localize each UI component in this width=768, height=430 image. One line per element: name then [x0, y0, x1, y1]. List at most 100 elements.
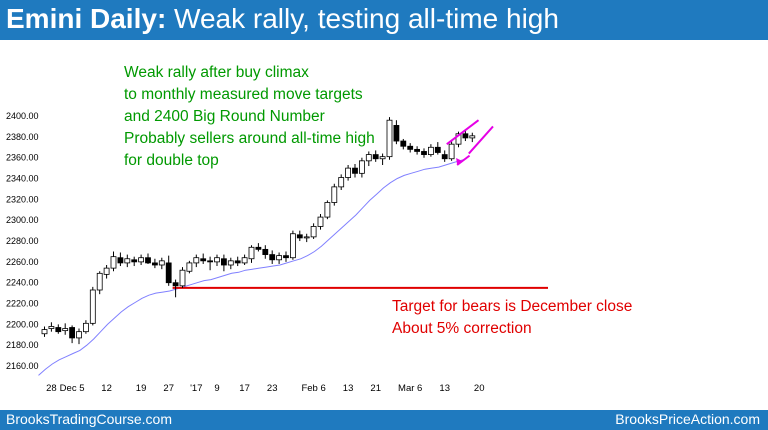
candle-body [310, 226, 317, 238]
candle-body [386, 119, 393, 158]
candle-body [407, 145, 414, 150]
x-tick-label: 20 [474, 383, 485, 394]
candle-body [55, 327, 62, 333]
x-tick-label: Mar 6 [398, 383, 422, 394]
candle-body [441, 154, 448, 160]
candle-body [83, 322, 89, 333]
candle-body [62, 328, 69, 332]
y-tick-label: 2240.00 [6, 278, 39, 288]
moving-average-line [38, 158, 467, 376]
x-tick-label: Dec 5 [60, 383, 85, 394]
candle-body [103, 267, 110, 275]
y-tick-label: 2400.00 [6, 111, 39, 121]
x-tick-label: 23 [267, 383, 278, 394]
candle-body [352, 167, 358, 174]
candle-body [393, 125, 400, 142]
candle-body [241, 257, 248, 264]
page-title: Emini Daily: Weak rally, testing all-tim… [6, 3, 559, 35]
candle-body [41, 329, 48, 335]
candle-body [269, 254, 276, 261]
candle-body [379, 156, 386, 160]
y-tick-label: 2320.00 [6, 194, 39, 204]
title-bold: Emini Daily: [6, 3, 167, 34]
candle-body [76, 331, 82, 339]
x-tick-label: Feb 6 [301, 383, 325, 394]
x-tick-label: 17 [239, 383, 250, 394]
candle-body [179, 269, 186, 287]
candle-body [117, 257, 124, 264]
candle-body [358, 160, 365, 174]
green-annotation-line-4: Probably sellers around all-time high [124, 130, 375, 147]
candle-body [255, 246, 262, 250]
candle-body [186, 262, 193, 272]
candle-body [262, 248, 269, 255]
y-tick-label: 2340.00 [6, 174, 39, 184]
candle-body [234, 260, 241, 264]
candle-body [345, 167, 352, 178]
candle-body [296, 234, 303, 239]
candle-body [207, 260, 214, 263]
y-tick-label: 2260.00 [6, 257, 39, 267]
candle-body [227, 260, 234, 266]
title-rest: Weak rally, testing all-time high [166, 3, 559, 34]
candle-body [89, 289, 96, 324]
x-tick-label: 28 [46, 383, 57, 394]
green-annotation-line-1: Weak rally after buy climax [124, 64, 309, 81]
candle-body [303, 236, 310, 239]
wedge-trend-line [446, 119, 480, 145]
candle-body [421, 151, 427, 155]
candle-body [331, 186, 338, 203]
candle-body [283, 255, 289, 259]
candle-body [96, 272, 103, 291]
y-tick-label: 2280.00 [6, 236, 39, 246]
green-annotation-line-5: for double top [124, 152, 219, 169]
x-tick-label: 27 [163, 383, 174, 394]
candle-body [414, 148, 421, 152]
candle-body [372, 154, 379, 160]
candle-body [172, 282, 179, 287]
wedge-arrow-line [456, 154, 471, 166]
candle-body [455, 133, 462, 145]
candlestick-chart: 2160.00 2180.00 2200.00 2220.00 2240.00 2260.… [6, 111, 548, 394]
y-tick-label: 2160.00 [6, 361, 39, 371]
y-tick-label: 2220.00 [6, 299, 39, 309]
green-annotation: Weak rally after buy climax to monthly m… [124, 62, 375, 172]
green-annotation-line-2: to monthly measured move targets [124, 86, 363, 103]
x-tick-label: 13 [343, 383, 354, 394]
candle-body [324, 202, 331, 218]
candle-body [289, 233, 296, 259]
y-tick-label: 2380.00 [6, 132, 39, 142]
candle-body [200, 258, 207, 262]
red-annotation-line-2: About 5% correction [392, 320, 532, 337]
candle-body [158, 260, 165, 266]
candle-body [469, 135, 476, 139]
candle-body [448, 143, 455, 160]
candle-body [131, 259, 138, 263]
x-tick-label: 9 [214, 383, 219, 394]
footer-right-link[interactable]: BrooksPriceAction.com [615, 411, 760, 427]
candle-body [434, 146, 441, 153]
wedge-trend-line [468, 125, 494, 155]
candle-body [165, 262, 172, 284]
footer-bar: BrooksTradingCourse.com BrooksPriceActio… [0, 410, 768, 430]
candle-body [110, 256, 117, 269]
y-tick-label: 2180.00 [6, 340, 39, 350]
candle-body [317, 216, 324, 227]
x-tick-label: '17 [190, 383, 202, 394]
candle-body [248, 246, 255, 260]
candle-body [69, 327, 75, 339]
wedge-arrow-head [456, 158, 463, 165]
candle-body [145, 257, 151, 264]
red-annotation: Target for bears is December close About… [392, 296, 632, 340]
x-tick-label: 19 [136, 383, 147, 394]
title-bar: Emini Daily: Weak rally, testing all-tim… [0, 0, 768, 40]
candle-body [427, 146, 434, 155]
y-tick-label: 2360.00 [6, 153, 39, 163]
x-tick-label: 12 [101, 383, 112, 394]
candle-body [48, 326, 55, 329]
footer-left-link[interactable]: BrooksTradingCourse.com [6, 411, 172, 427]
candle-body [214, 257, 220, 263]
x-tick-label: 13 [439, 383, 450, 394]
candle-body [138, 257, 145, 263]
x-tick-label: 21 [370, 383, 381, 394]
